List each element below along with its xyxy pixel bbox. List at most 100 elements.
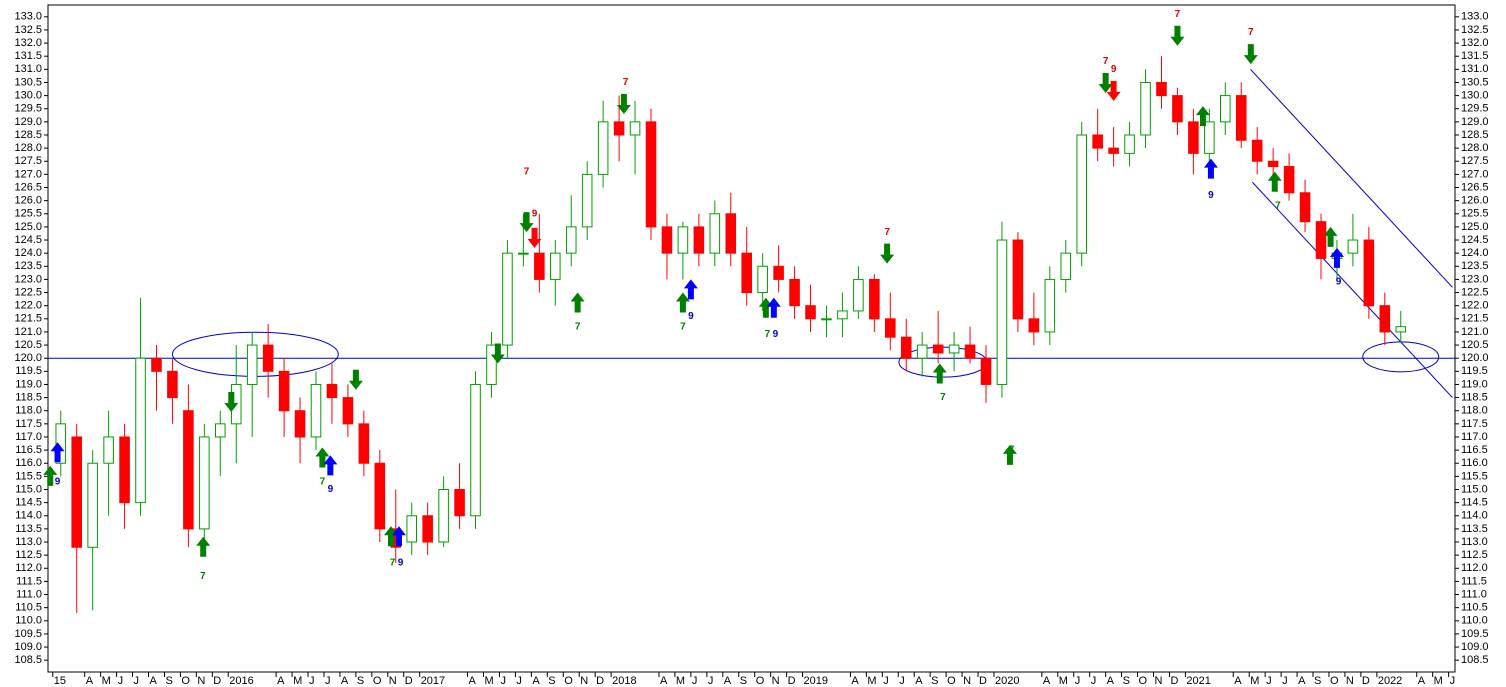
candle-body bbox=[310, 383, 322, 438]
y-tick-label-right: 131.0 bbox=[1461, 63, 1489, 75]
signal-arrow bbox=[348, 369, 363, 390]
x-tick-label: 2020 bbox=[995, 675, 1019, 687]
candle-body bbox=[661, 226, 673, 254]
x-tick-label: M bbox=[485, 675, 494, 687]
y-tick-label: 132.5 bbox=[14, 24, 42, 36]
y-tick-label-right: 117.5 bbox=[1461, 418, 1488, 430]
y-tick-label-right: 126.5 bbox=[1461, 181, 1489, 193]
signal-arrow bbox=[50, 442, 65, 463]
x-tick-label: J bbox=[883, 675, 889, 687]
x-tick-label: 2021 bbox=[1186, 675, 1210, 687]
candle-body bbox=[215, 423, 226, 438]
y-tick-label: 115.0 bbox=[15, 483, 42, 495]
candle-body bbox=[741, 252, 753, 294]
y-tick-label: 133.0 bbox=[14, 11, 42, 23]
y-tick-label-right: 129.5 bbox=[1461, 103, 1489, 115]
signal-arrow bbox=[683, 279, 698, 300]
candle-body bbox=[805, 305, 816, 320]
x-tick-label: J bbox=[516, 675, 522, 687]
y-tick-label: 129.5 bbox=[14, 103, 42, 115]
y-tick-label: 124.5 bbox=[14, 234, 42, 246]
candle-body bbox=[135, 357, 146, 504]
candle-body bbox=[1188, 121, 1199, 154]
y-tick-label-right: 133.0 bbox=[1461, 11, 1489, 23]
signal-arrow bbox=[570, 292, 585, 313]
x-tick-label: J bbox=[692, 675, 698, 687]
y-tick-label: 122.5 bbox=[14, 286, 42, 298]
x-tick-label: J bbox=[309, 675, 315, 687]
candle-body bbox=[454, 488, 465, 517]
candle-body bbox=[199, 436, 210, 530]
y-tick-label-right: 128.5 bbox=[1461, 129, 1489, 141]
y-tick-label-right: 126.0 bbox=[1461, 195, 1489, 207]
candle-body bbox=[246, 344, 258, 385]
x-tick-label: 2018 bbox=[612, 675, 636, 687]
y-tick-label: 127.0 bbox=[14, 168, 42, 180]
x-tick-label: J bbox=[325, 675, 331, 687]
candle-body bbox=[1235, 95, 1247, 141]
y-tick-label: 124.0 bbox=[14, 247, 42, 259]
signal-arrow bbox=[880, 243, 895, 264]
x-tick-label: J bbox=[500, 675, 506, 687]
y-tick-label-right: 109.5 bbox=[1461, 628, 1489, 640]
candle-body bbox=[71, 436, 83, 548]
y-tick-label: 114.0 bbox=[15, 510, 42, 522]
count-label: 7 bbox=[623, 77, 629, 88]
y-tick-label: 125.5 bbox=[14, 208, 42, 220]
y-tick-label-right: 113.5 bbox=[1461, 523, 1488, 535]
candle-body bbox=[709, 213, 721, 254]
count-label: 9 bbox=[532, 208, 538, 219]
count-label: 7 bbox=[1009, 445, 1015, 456]
x-tick-label: O bbox=[181, 675, 190, 687]
y-tick-label-right: 127.5 bbox=[1461, 155, 1489, 167]
signal-arrow bbox=[1106, 80, 1121, 101]
y-tick-label-right: 112.5 bbox=[1461, 549, 1488, 561]
candle-body bbox=[821, 318, 832, 321]
x-tick-label: A bbox=[724, 675, 732, 687]
x-tick-label: A bbox=[660, 675, 668, 687]
candle-body bbox=[773, 265, 784, 280]
signal-arrow bbox=[383, 526, 398, 547]
candle-body bbox=[358, 423, 370, 464]
y-tick-label-right: 123.5 bbox=[1461, 260, 1489, 272]
signal-arrow bbox=[315, 447, 330, 468]
y-tick-label-right: 130.0 bbox=[1461, 90, 1489, 102]
y-tick-label: 112.5 bbox=[15, 549, 42, 561]
x-tick-label: M bbox=[1434, 675, 1443, 687]
candle-body bbox=[565, 226, 577, 254]
x-tick-label: J bbox=[708, 675, 714, 687]
x-tick-label: J bbox=[1075, 675, 1081, 687]
y-tick-label: 125.0 bbox=[14, 221, 42, 233]
candle-body bbox=[629, 121, 641, 136]
count-label: 9 bbox=[1336, 277, 1342, 288]
y-tick-label: 123.5 bbox=[14, 260, 42, 272]
x-tick-label: A bbox=[1107, 675, 1115, 687]
signal-arrow bbox=[758, 297, 773, 318]
signal-arrow bbox=[1323, 226, 1338, 247]
count-label: 7 bbox=[320, 476, 326, 487]
x-tick-label: S bbox=[165, 675, 172, 687]
candle-body bbox=[1220, 95, 1231, 123]
signal-arrow bbox=[616, 93, 631, 114]
x-tick-label: O bbox=[1139, 675, 1148, 687]
candle-body bbox=[757, 265, 768, 294]
candle-body bbox=[1124, 134, 1135, 154]
y-tick-label-right: 125.0 bbox=[1461, 221, 1489, 233]
y-tick-label-right: 114.0 bbox=[1461, 510, 1488, 522]
signal-arrow bbox=[675, 292, 690, 313]
y-tick-label: 119.0 bbox=[15, 378, 42, 390]
y-tick-label-right: 116.5 bbox=[1461, 444, 1488, 456]
x-tick-label: M bbox=[293, 675, 302, 687]
count-label: 9 bbox=[1111, 64, 1117, 75]
candle-body bbox=[1204, 121, 1215, 154]
y-tick-label: 114.5 bbox=[15, 497, 42, 509]
x-tick-label: S bbox=[931, 675, 938, 687]
candle-body bbox=[1283, 165, 1295, 194]
y-tick-label: 131.0 bbox=[14, 63, 42, 75]
x-tick-label: A bbox=[277, 675, 285, 687]
candle-body bbox=[151, 357, 162, 372]
count-label: 9 bbox=[328, 484, 334, 495]
y-tick-label-right: 112.0 bbox=[1461, 562, 1488, 574]
y-tick-label-right: 119.5 bbox=[1461, 365, 1488, 377]
